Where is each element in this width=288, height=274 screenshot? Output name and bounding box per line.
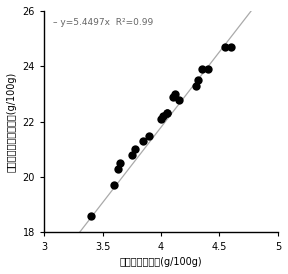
Point	[88, 214, 93, 218]
X-axis label: 子実窒素含有量(g/100g): 子実窒素含有量(g/100g)	[120, 257, 202, 267]
Point	[147, 133, 151, 138]
Point	[133, 147, 138, 152]
Point	[159, 117, 163, 121]
Point	[115, 167, 120, 171]
Point	[200, 67, 204, 71]
Point	[118, 161, 122, 165]
Text: – y=5.4497x  R²=0.99: – y=5.4497x R²=0.99	[53, 18, 154, 27]
Point	[176, 97, 181, 102]
Y-axis label: 子実タンパク質含有量(g/100g): 子実タンパク質含有量(g/100g)	[7, 72, 17, 172]
Point	[223, 45, 228, 49]
Point	[205, 67, 210, 71]
Point	[141, 139, 146, 143]
Point	[112, 183, 117, 188]
Point	[194, 84, 198, 88]
Point	[164, 111, 169, 116]
Point	[161, 114, 166, 118]
Point	[173, 92, 177, 96]
Point	[229, 45, 234, 49]
Point	[164, 111, 169, 116]
Point	[170, 95, 175, 99]
Point	[196, 78, 201, 82]
Point	[129, 153, 134, 157]
